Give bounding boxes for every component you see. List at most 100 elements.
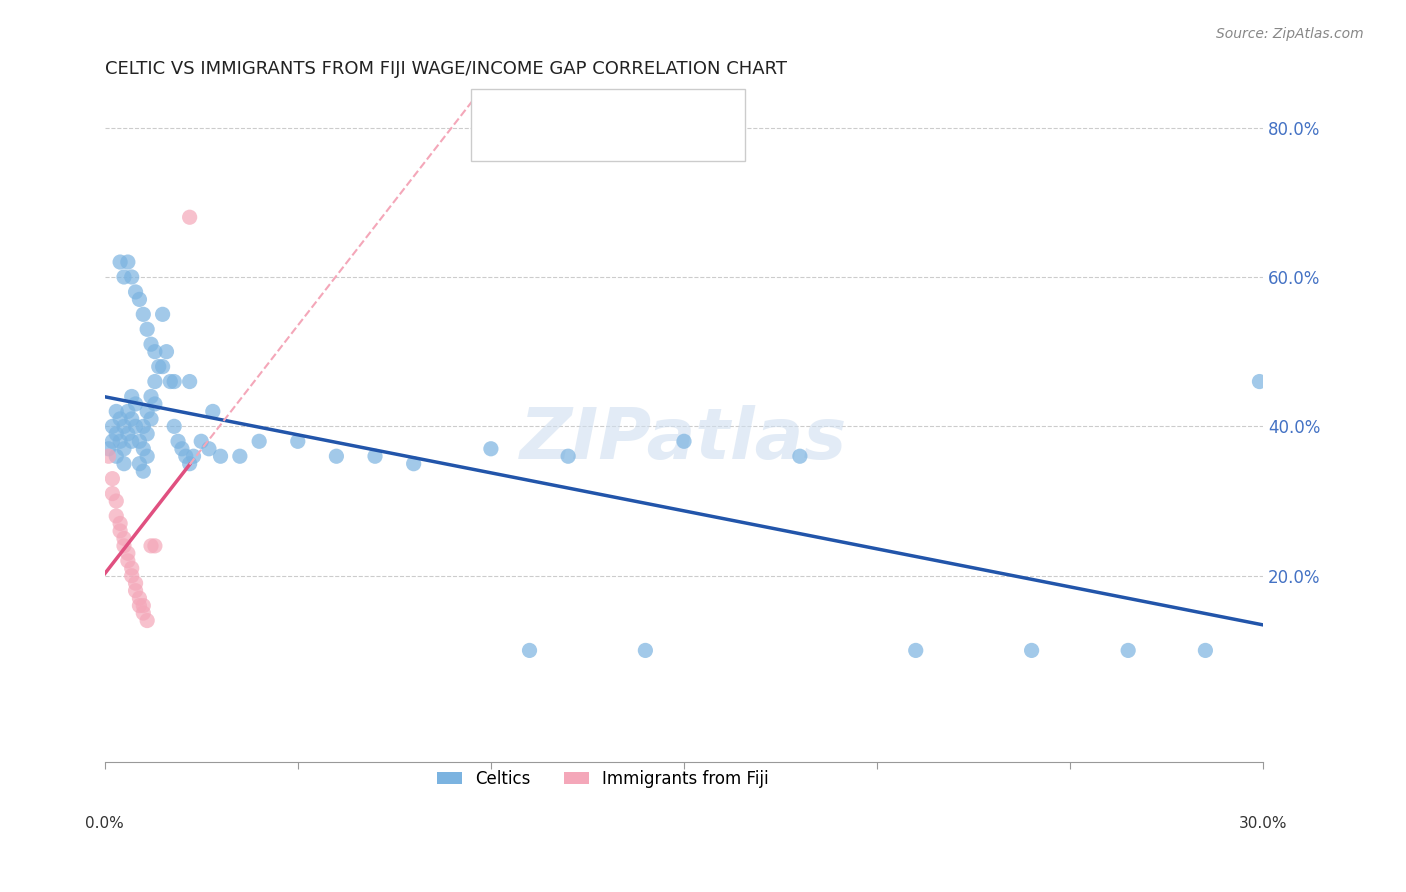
Celtics xyxy=(143,375,166,389)
Celtics xyxy=(1116,643,1139,657)
Text: R =: R = xyxy=(527,103,564,120)
Immigrants from Fiji xyxy=(101,472,124,486)
Celtics xyxy=(183,449,205,463)
Celtics xyxy=(97,442,120,456)
Immigrants from Fiji xyxy=(108,524,131,538)
Celtics xyxy=(132,464,155,478)
Immigrants from Fiji xyxy=(108,516,131,531)
Immigrants from Fiji xyxy=(121,561,143,575)
Immigrants from Fiji xyxy=(124,583,146,598)
Celtics xyxy=(557,449,579,463)
Celtics xyxy=(198,442,221,456)
Celtics xyxy=(132,419,155,434)
Text: R =: R = xyxy=(527,129,564,147)
Immigrants from Fiji xyxy=(128,591,150,606)
Celtics xyxy=(112,442,135,456)
Immigrants from Fiji xyxy=(105,508,128,523)
Celtics xyxy=(364,449,387,463)
Text: 74: 74 xyxy=(689,103,713,120)
Celtics xyxy=(121,434,143,449)
Celtics xyxy=(904,643,927,657)
Celtics xyxy=(139,337,162,351)
Celtics xyxy=(108,434,131,449)
Celtics xyxy=(229,449,252,463)
Celtics xyxy=(136,426,159,441)
Immigrants from Fiji xyxy=(132,606,155,620)
Immigrants from Fiji xyxy=(132,599,155,613)
Immigrants from Fiji xyxy=(124,576,146,591)
Text: N =: N = xyxy=(640,103,688,120)
Celtics xyxy=(105,404,128,418)
Immigrants from Fiji xyxy=(139,539,162,553)
Celtics xyxy=(136,322,159,336)
Celtics xyxy=(128,293,150,307)
Immigrants from Fiji xyxy=(179,211,201,225)
Celtics xyxy=(190,434,212,449)
Celtics xyxy=(247,434,270,449)
Celtics xyxy=(128,434,150,449)
Text: ZIPatlas: ZIPatlas xyxy=(520,405,848,475)
Celtics xyxy=(139,412,162,426)
Celtics xyxy=(148,359,170,374)
Celtics xyxy=(152,359,174,374)
Celtics xyxy=(121,389,143,403)
Celtics xyxy=(143,344,166,359)
Celtics xyxy=(634,643,657,657)
Immigrants from Fiji xyxy=(105,494,128,508)
Celtics xyxy=(101,419,124,434)
Celtics xyxy=(163,419,186,434)
Celtics xyxy=(519,643,541,657)
Text: Source: ZipAtlas.com: Source: ZipAtlas.com xyxy=(1216,27,1364,41)
Celtics xyxy=(209,449,232,463)
Celtics xyxy=(179,375,201,389)
Celtics xyxy=(112,457,135,471)
Celtics xyxy=(325,449,347,463)
Immigrants from Fiji xyxy=(117,554,139,568)
Celtics xyxy=(136,449,159,463)
Text: ■: ■ xyxy=(496,102,516,121)
Immigrants from Fiji xyxy=(128,599,150,613)
Text: ■: ■ xyxy=(496,128,516,148)
Celtics xyxy=(105,426,128,441)
Legend: Celtics, Immigrants from Fiji: Celtics, Immigrants from Fiji xyxy=(430,764,776,795)
Celtics xyxy=(105,449,128,463)
Celtics xyxy=(139,389,162,403)
Text: 30.0%: 30.0% xyxy=(1239,816,1288,831)
Celtics xyxy=(124,397,146,411)
Text: 0.0%: 0.0% xyxy=(86,816,124,831)
Text: N =: N = xyxy=(640,129,688,147)
Celtics xyxy=(132,307,155,321)
Text: CELTIC VS IMMIGRANTS FROM FIJI WAGE/INCOME GAP CORRELATION CHART: CELTIC VS IMMIGRANTS FROM FIJI WAGE/INCO… xyxy=(104,60,787,78)
Celtics xyxy=(121,270,143,285)
Immigrants from Fiji xyxy=(112,532,135,546)
Celtics xyxy=(152,307,174,321)
Text: -0.127: -0.127 xyxy=(576,129,636,147)
Celtics xyxy=(117,404,139,418)
Celtics xyxy=(174,449,197,463)
Celtics xyxy=(136,404,159,418)
Celtics xyxy=(108,412,131,426)
Celtics xyxy=(108,255,131,269)
Immigrants from Fiji xyxy=(136,614,159,628)
Celtics xyxy=(1194,643,1216,657)
Celtics xyxy=(163,375,186,389)
Celtics xyxy=(789,449,811,463)
Immigrants from Fiji xyxy=(101,486,124,500)
Immigrants from Fiji xyxy=(117,546,139,560)
Celtics xyxy=(167,434,190,449)
Celtics xyxy=(1249,375,1271,389)
Celtics xyxy=(479,442,502,456)
Celtics xyxy=(124,419,146,434)
Immigrants from Fiji xyxy=(97,449,120,463)
Celtics xyxy=(117,255,139,269)
Immigrants from Fiji xyxy=(112,539,135,553)
Celtics xyxy=(170,442,193,456)
Immigrants from Fiji xyxy=(121,568,143,582)
Celtics xyxy=(159,375,181,389)
Text: 23: 23 xyxy=(689,129,713,147)
Celtics xyxy=(132,442,155,456)
Celtics xyxy=(112,419,135,434)
Celtics xyxy=(117,426,139,441)
Celtics xyxy=(155,344,177,359)
Immigrants from Fiji xyxy=(143,539,166,553)
